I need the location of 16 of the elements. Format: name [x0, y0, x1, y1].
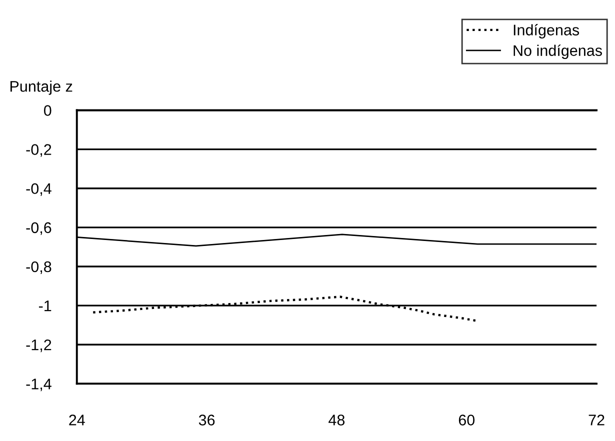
y-tick-label: -0,4: [26, 183, 52, 196]
x-tick-label: 60: [458, 414, 475, 426]
x-tick-label: 24: [69, 414, 85, 426]
y-tick-label: -0,8: [26, 261, 52, 274]
x-tick-label: 36: [198, 414, 215, 426]
legend-label: No indígenas: [514, 44, 602, 59]
x-tick-label: 72: [588, 414, 604, 426]
y-tick-label: 0: [44, 105, 52, 116]
y-tick-label: -0,6: [26, 222, 52, 235]
y-axis-title: Puntaje z: [10, 80, 72, 95]
y-tick-label: -1,2: [26, 339, 52, 352]
legend-label: Indígenas: [514, 24, 580, 38]
y-tick-label: -1: [38, 300, 52, 312]
y-tick-label: -0,2: [26, 144, 52, 157]
y-tick-label: -1,4: [26, 378, 52, 392]
x-tick-label: 48: [328, 414, 345, 426]
